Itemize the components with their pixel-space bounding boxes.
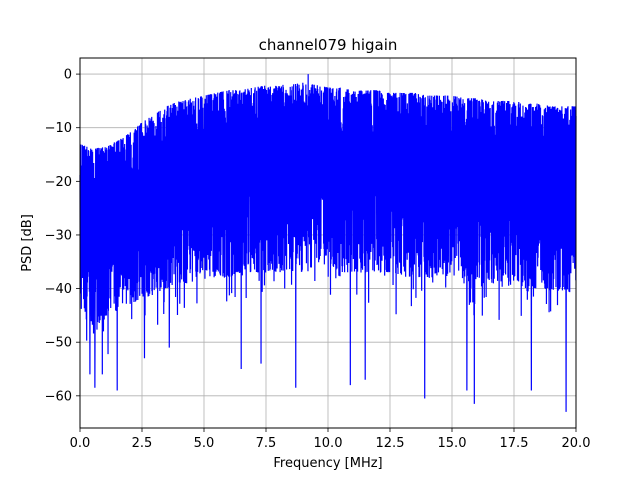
chart-title: channel079 higain xyxy=(259,36,398,54)
x-axis-ticks: 0.0 2.5 5.0 7.5 10.0 12.5 15.0 17.5 20.0 xyxy=(70,428,591,451)
x-tick-label: 17.5 xyxy=(500,436,529,451)
y-tick-label: −10 xyxy=(45,121,72,136)
x-tick-label: 10.0 xyxy=(314,436,343,451)
y-tick-label: −20 xyxy=(45,175,72,190)
y-tick-label: 0 xyxy=(64,68,72,83)
x-tick-label: 20.0 xyxy=(562,436,591,451)
x-tick-label: 5.0 xyxy=(194,436,215,451)
x-axis-label: Frequency [MHz] xyxy=(273,456,382,471)
y-axis-label: PSD [dB] xyxy=(20,214,35,272)
y-tick-label: −30 xyxy=(45,228,72,243)
x-tick-label: 12.5 xyxy=(376,436,405,451)
x-tick-label: 7.5 xyxy=(256,436,277,451)
x-tick-label: 15.0 xyxy=(438,436,467,451)
x-tick-label: 2.5 xyxy=(132,436,153,451)
psd-trace xyxy=(79,74,577,412)
y-tick-label: −40 xyxy=(45,282,72,297)
y-axis-ticks: 0 −10 −20 −30 −40 −50 −60 xyxy=(45,68,80,404)
x-tick-label: 0.0 xyxy=(70,436,91,451)
y-tick-label: −50 xyxy=(45,336,72,351)
y-tick-label: −60 xyxy=(45,389,72,404)
